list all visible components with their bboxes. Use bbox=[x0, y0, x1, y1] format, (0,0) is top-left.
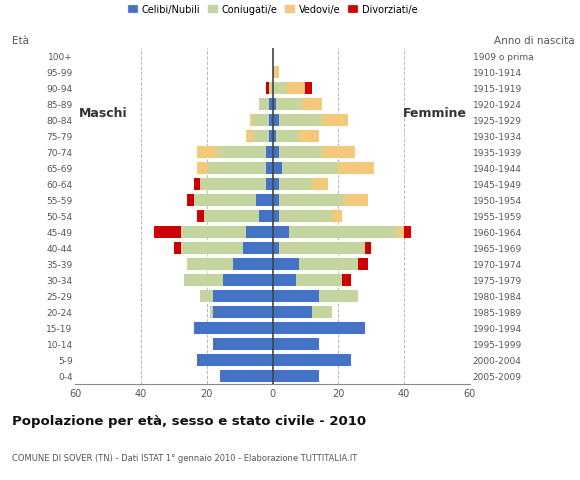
Bar bbox=[299, 258, 358, 270]
Bar bbox=[312, 306, 332, 318]
Bar bbox=[256, 194, 273, 206]
Bar bbox=[338, 162, 375, 174]
Text: Femmine: Femmine bbox=[403, 108, 466, 120]
Bar bbox=[302, 98, 322, 110]
Bar bbox=[286, 82, 306, 94]
Bar bbox=[273, 370, 318, 382]
Bar bbox=[273, 130, 276, 142]
Bar bbox=[273, 146, 279, 158]
Bar bbox=[279, 194, 345, 206]
Bar bbox=[273, 114, 279, 126]
Bar bbox=[174, 242, 180, 254]
Text: Anno di nascita: Anno di nascita bbox=[494, 36, 574, 46]
Bar bbox=[180, 226, 246, 238]
Bar bbox=[318, 290, 358, 302]
Bar bbox=[269, 82, 273, 94]
Bar bbox=[197, 354, 273, 366]
Bar bbox=[273, 338, 318, 350]
Bar bbox=[197, 146, 217, 158]
Bar bbox=[187, 194, 194, 206]
Bar bbox=[342, 274, 351, 286]
Text: Popolazione per età, sesso e stato civile - 2010: Popolazione per età, sesso e stato civil… bbox=[12, 415, 366, 428]
Bar bbox=[279, 242, 365, 254]
Bar bbox=[213, 338, 273, 350]
Bar bbox=[273, 258, 299, 270]
Bar bbox=[246, 226, 273, 238]
Text: Età: Età bbox=[12, 36, 28, 46]
Bar bbox=[217, 146, 266, 158]
Bar bbox=[213, 290, 273, 302]
Bar bbox=[289, 226, 397, 238]
Bar bbox=[273, 178, 279, 190]
Bar bbox=[210, 306, 213, 318]
Bar bbox=[273, 98, 276, 110]
Bar bbox=[194, 178, 200, 190]
Bar bbox=[223, 274, 273, 286]
Bar bbox=[273, 354, 351, 366]
Bar bbox=[273, 82, 286, 94]
Bar bbox=[273, 306, 312, 318]
Bar bbox=[194, 194, 256, 206]
Bar bbox=[246, 130, 253, 142]
Text: Maschi: Maschi bbox=[79, 108, 128, 120]
Bar bbox=[269, 114, 273, 126]
Bar bbox=[273, 194, 279, 206]
Bar bbox=[404, 226, 411, 238]
Bar bbox=[200, 290, 213, 302]
Bar bbox=[197, 162, 207, 174]
Bar bbox=[200, 178, 266, 190]
Bar bbox=[273, 210, 279, 222]
Bar bbox=[273, 226, 289, 238]
Bar bbox=[296, 274, 342, 286]
Bar bbox=[279, 178, 312, 190]
Bar bbox=[273, 162, 282, 174]
Bar bbox=[184, 274, 223, 286]
Bar bbox=[249, 114, 253, 126]
Bar bbox=[273, 274, 296, 286]
Bar bbox=[266, 146, 273, 158]
Bar bbox=[322, 114, 348, 126]
Bar bbox=[259, 98, 269, 110]
Bar bbox=[279, 146, 322, 158]
Bar bbox=[187, 258, 233, 270]
Bar bbox=[266, 178, 273, 190]
Bar bbox=[282, 162, 338, 174]
Bar bbox=[266, 162, 273, 174]
Bar bbox=[220, 370, 273, 382]
Bar bbox=[365, 242, 371, 254]
Text: COMUNE DI SOVER (TN) - Dati ISTAT 1° gennaio 2010 - Elaborazione TUTTITALIA.IT: COMUNE DI SOVER (TN) - Dati ISTAT 1° gen… bbox=[12, 454, 357, 463]
Bar bbox=[266, 82, 269, 94]
Bar bbox=[312, 178, 328, 190]
Bar bbox=[345, 194, 368, 206]
Bar bbox=[276, 130, 299, 142]
Bar bbox=[276, 98, 302, 110]
Bar bbox=[358, 258, 368, 270]
Bar bbox=[397, 226, 404, 238]
Bar bbox=[279, 210, 332, 222]
Bar bbox=[299, 130, 318, 142]
Bar bbox=[273, 66, 279, 78]
Bar bbox=[259, 210, 273, 222]
Bar bbox=[233, 258, 273, 270]
Bar bbox=[273, 242, 279, 254]
Bar bbox=[269, 98, 273, 110]
Bar bbox=[154, 226, 180, 238]
Bar bbox=[332, 210, 342, 222]
Bar bbox=[207, 162, 266, 174]
Bar bbox=[273, 290, 318, 302]
Bar bbox=[243, 242, 273, 254]
Bar bbox=[306, 82, 312, 94]
Bar bbox=[273, 322, 365, 334]
Bar bbox=[322, 146, 355, 158]
Legend: Celibi/Nubili, Coniugati/e, Vedovi/e, Divorziati/e: Celibi/Nubili, Coniugati/e, Vedovi/e, Di… bbox=[124, 1, 421, 19]
Bar bbox=[180, 242, 243, 254]
Bar bbox=[194, 322, 273, 334]
Bar bbox=[269, 130, 273, 142]
Bar bbox=[204, 210, 259, 222]
Bar bbox=[253, 114, 269, 126]
Bar bbox=[253, 130, 269, 142]
Bar bbox=[197, 210, 204, 222]
Bar bbox=[279, 114, 322, 126]
Bar bbox=[213, 306, 273, 318]
